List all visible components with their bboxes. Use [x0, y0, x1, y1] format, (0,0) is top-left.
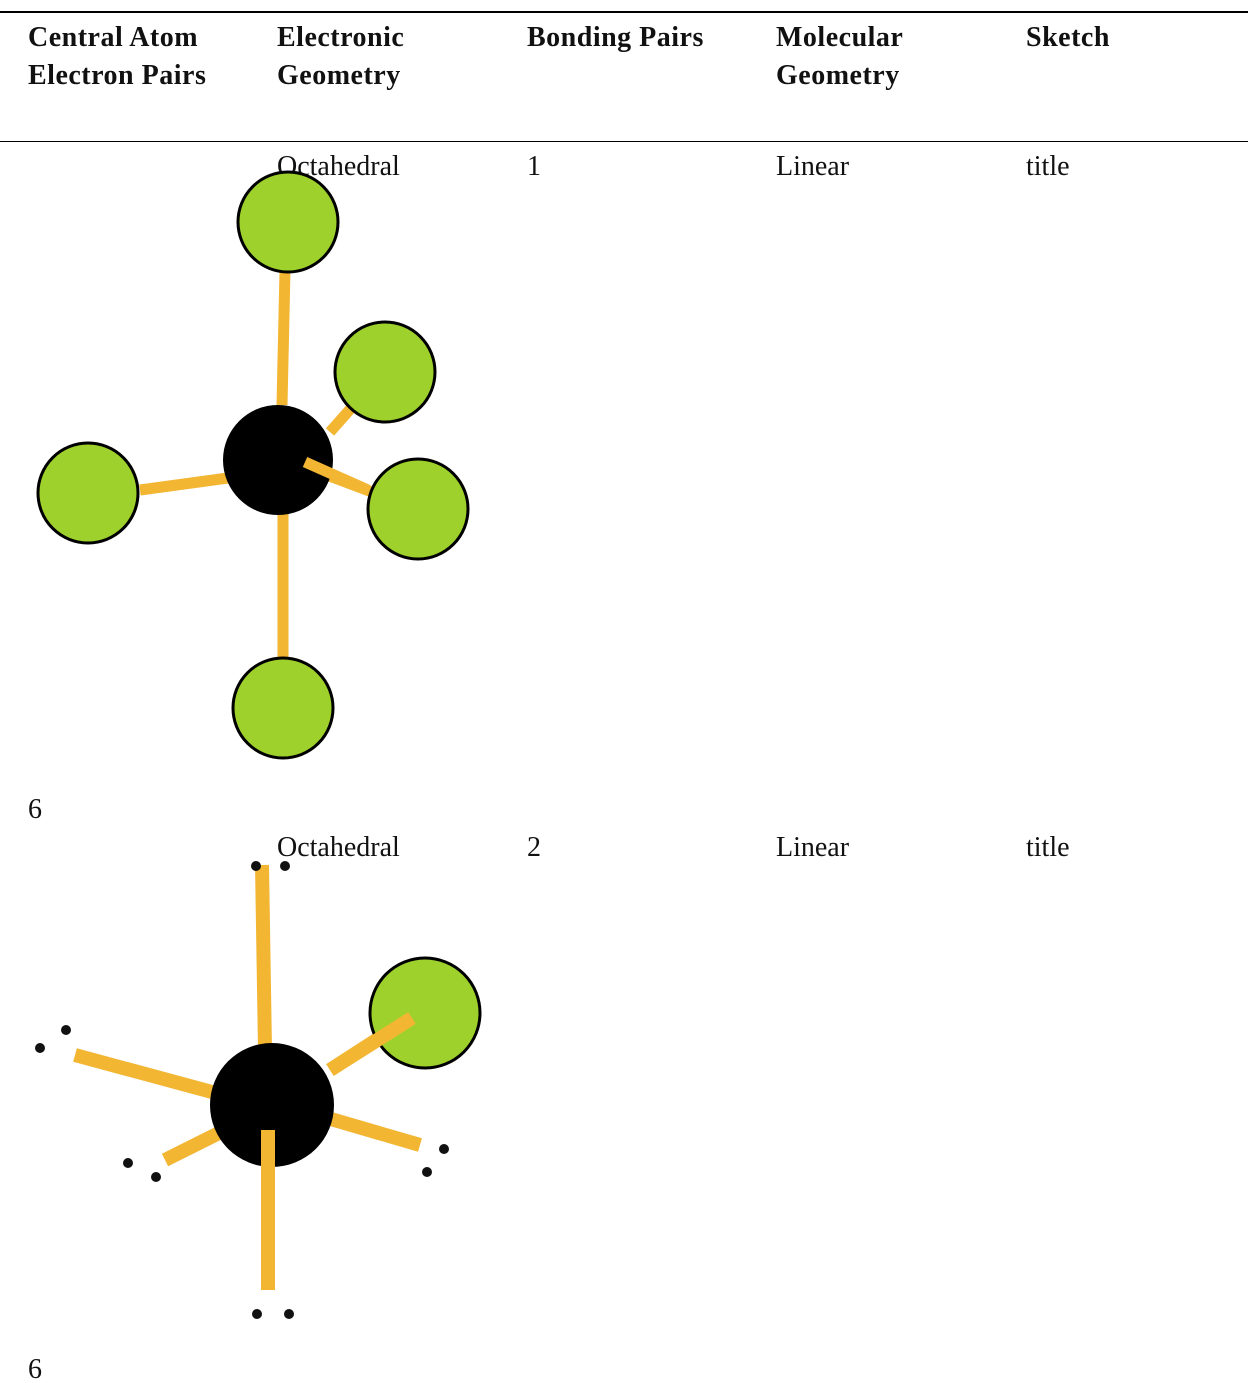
molecule-1 — [36, 170, 470, 760]
header-cell: Central Atom Electron Pairs — [28, 22, 207, 91]
cell: title — [1026, 832, 1070, 863]
top-rule — [0, 11, 1248, 13]
cell: 1 — [527, 151, 541, 182]
header-cell: Electronic Geometry — [277, 22, 405, 91]
molecule-2 — [35, 861, 482, 1319]
header-rule — [0, 141, 1248, 142]
cell: 2 — [527, 832, 541, 863]
cell: 6 — [28, 794, 42, 825]
header-cell: Sketch — [1026, 22, 1110, 53]
cell: Linear — [776, 832, 850, 863]
header-cell: Molecular Geometry — [776, 22, 903, 91]
cell: Octahedral — [277, 832, 400, 863]
header-cell: Bonding Pairs — [527, 22, 704, 53]
cell: 6 — [28, 1354, 42, 1383]
cell: Linear — [776, 151, 850, 182]
cell: title — [1026, 151, 1070, 182]
